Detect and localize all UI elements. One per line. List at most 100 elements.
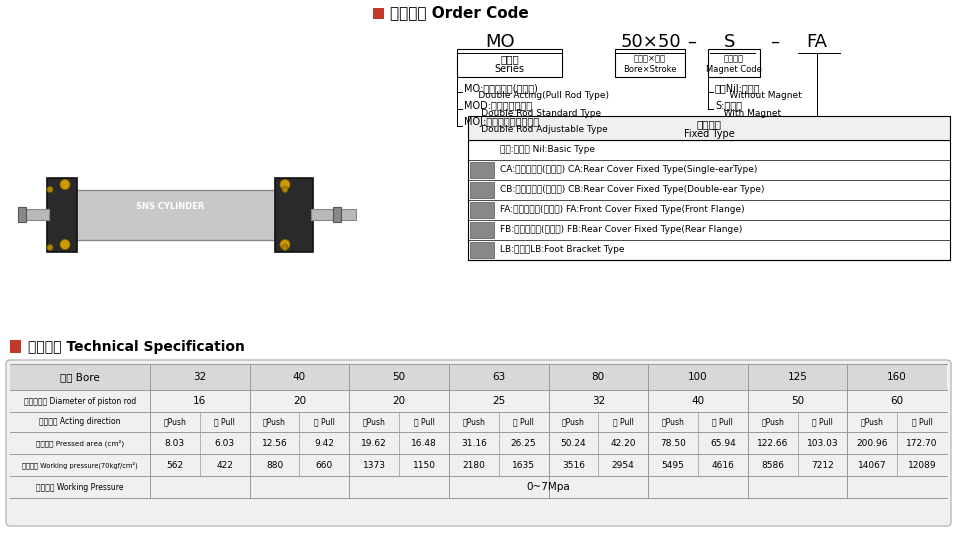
Text: 80: 80	[591, 372, 605, 382]
Text: 60: 60	[891, 396, 903, 406]
Text: 20: 20	[392, 396, 406, 406]
Text: 8586: 8586	[761, 460, 784, 469]
Text: –: –	[770, 33, 780, 51]
Text: 拉 Pull: 拉 Pull	[612, 418, 634, 427]
Text: 42.20: 42.20	[611, 438, 636, 447]
Text: MOD:双轴型标准油缸: MOD:双轴型标准油缸	[464, 100, 532, 110]
Text: 推Push: 推Push	[363, 418, 386, 427]
Bar	[333, 207, 341, 222]
Circle shape	[47, 245, 53, 250]
Text: 空白:基本型 Nil:Basic Type: 空白:基本型 Nil:Basic Type	[500, 146, 595, 155]
Text: 2954: 2954	[612, 460, 634, 469]
Text: 12089: 12089	[908, 460, 936, 469]
Bar	[73, 189, 293, 240]
Text: MO:标准复动型(拉杆式): MO:标准复动型(拉杆式)	[464, 83, 538, 93]
Text: 使用压力 Working Pressure: 使用压力 Working Pressure	[36, 483, 123, 492]
Text: 推Push: 推Push	[861, 418, 883, 427]
Bar	[19, 208, 49, 220]
Text: 40: 40	[293, 372, 306, 382]
Text: Fixed Type: Fixed Type	[683, 129, 734, 138]
Text: Double Acting(Pull Rod Type): Double Acting(Pull Rod Type)	[464, 91, 609, 100]
Text: 78.50: 78.50	[660, 438, 686, 447]
Bar	[468, 140, 950, 260]
Circle shape	[280, 180, 290, 189]
Bar	[18, 207, 26, 222]
Text: 25: 25	[492, 396, 505, 406]
Text: 50×50: 50×50	[621, 33, 681, 51]
Bar	[47, 178, 77, 251]
Text: 0~7Mpa: 0~7Mpa	[526, 482, 570, 492]
Text: With Magnet: With Magnet	[715, 109, 781, 118]
Text: 562: 562	[167, 460, 184, 469]
Text: 40: 40	[691, 396, 704, 406]
Text: 推Push: 推Push	[761, 418, 784, 427]
Text: S: S	[724, 33, 736, 51]
Text: CA:后盖固定式(单耳型) CA:Rear Cover Fixed Type(Single-earType): CA:后盖固定式(单耳型) CA:Rear Cover Fixed Type(S…	[500, 166, 757, 175]
Text: 1150: 1150	[412, 460, 435, 469]
Text: 推Push: 推Push	[263, 418, 286, 427]
Text: 26.25: 26.25	[511, 438, 537, 447]
Bar	[470, 162, 494, 178]
Text: 20: 20	[293, 396, 306, 406]
Text: 订货型号 Order Code: 订货型号 Order Code	[390, 6, 529, 21]
Text: LB:脚架式LB:Foot Bracket Type: LB:脚架式LB:Foot Bracket Type	[500, 245, 625, 254]
Text: 技术参数 Technical Specification: 技术参数 Technical Specification	[28, 340, 245, 354]
Text: 12.56: 12.56	[261, 438, 287, 447]
Text: Without Magnet: Without Magnet	[715, 91, 802, 100]
Circle shape	[60, 240, 70, 250]
Text: 1373: 1373	[363, 460, 386, 469]
Text: 动作方向 Acting direction: 动作方向 Acting direction	[39, 418, 121, 427]
Text: 100: 100	[688, 372, 708, 382]
Text: MOJ:双轴可调型标准油缸: MOJ:双轴可调型标准油缸	[464, 117, 539, 127]
Text: 16: 16	[193, 396, 207, 406]
Circle shape	[282, 245, 288, 250]
Text: 160: 160	[887, 372, 907, 382]
Text: 4616: 4616	[711, 460, 734, 469]
Text: 880: 880	[266, 460, 283, 469]
Text: Double Rod Standard Type: Double Rod Standard Type	[464, 109, 601, 118]
Bar	[311, 208, 356, 220]
Text: 3516: 3516	[562, 460, 585, 469]
Text: 固定型式: 固定型式	[697, 119, 722, 129]
Text: 系列号: 系列号	[501, 54, 519, 64]
Bar	[470, 182, 494, 198]
Text: 32: 32	[591, 396, 605, 406]
Text: 拉 Pull: 拉 Pull	[413, 418, 434, 427]
Circle shape	[282, 186, 288, 193]
Text: –: –	[687, 33, 697, 51]
Text: 拉 Pull: 拉 Pull	[214, 418, 235, 427]
Text: 16.48: 16.48	[412, 438, 436, 447]
Text: 2180: 2180	[462, 460, 485, 469]
Bar	[468, 116, 950, 140]
Bar	[470, 242, 494, 258]
Text: 31.16: 31.16	[461, 438, 487, 447]
Text: 拉 Pull: 拉 Pull	[912, 418, 932, 427]
Text: 7212: 7212	[812, 460, 834, 469]
Text: 受压面积 Pressed area (cm²): 受压面积 Pressed area (cm²)	[36, 439, 124, 447]
Bar	[615, 49, 685, 77]
Circle shape	[280, 240, 290, 250]
FancyBboxPatch shape	[6, 360, 951, 526]
Text: 拉 Pull: 拉 Pull	[812, 418, 833, 427]
Text: 19.62: 19.62	[362, 438, 387, 447]
Text: 422: 422	[216, 460, 234, 469]
Text: 63: 63	[492, 372, 505, 382]
Text: Double Rod Adjustable Type: Double Rod Adjustable Type	[464, 125, 608, 134]
Bar	[470, 202, 494, 218]
Bar	[470, 222, 494, 238]
Text: S:附磁石: S:附磁石	[715, 100, 742, 110]
Text: 50: 50	[791, 396, 804, 406]
Bar	[10, 364, 947, 390]
Text: 9.42: 9.42	[315, 438, 334, 447]
Text: CB:后盖固定式(双耳型) CB:Rear Cover Fixed Type(Double-ear Type): CB:后盖固定式(双耳型) CB:Rear Cover Fixed Type(D…	[500, 185, 765, 194]
Text: 拉 Pull: 拉 Pull	[513, 418, 534, 427]
Text: 缸径 Bore: 缸径 Bore	[60, 372, 100, 382]
Text: 5495: 5495	[661, 460, 684, 469]
Text: 50.24: 50.24	[561, 438, 587, 447]
Bar	[10, 340, 21, 353]
Circle shape	[60, 180, 70, 189]
Text: Magnet Code: Magnet Code	[706, 64, 762, 74]
Text: 空白Nil:不附磁: 空白Nil:不附磁	[715, 83, 761, 93]
Text: FA: FA	[807, 33, 828, 51]
Text: 14067: 14067	[858, 460, 886, 469]
